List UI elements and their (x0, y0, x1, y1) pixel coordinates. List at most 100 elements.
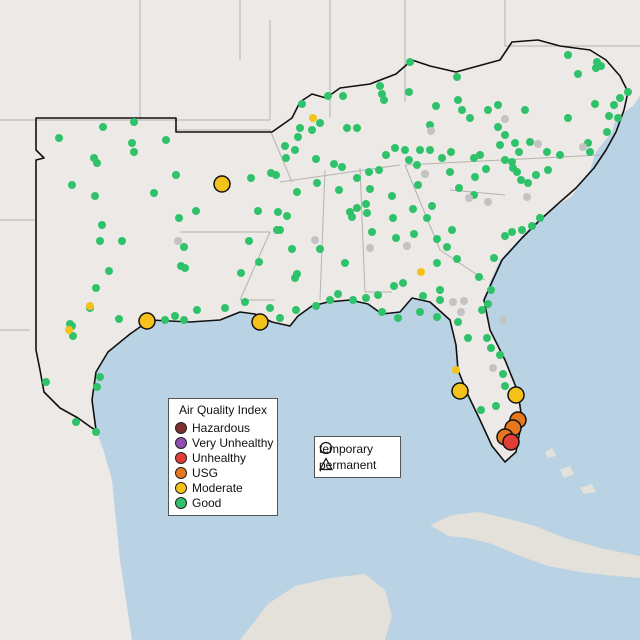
monitor-site-good (586, 148, 594, 156)
monitor-site-good (93, 159, 101, 167)
monitor-site-good (366, 185, 374, 193)
monitor-site-temporary-large (502, 433, 520, 451)
monitor-site-good (466, 114, 474, 122)
monitor-site-good (150, 189, 158, 197)
monitor-site-good (171, 312, 179, 320)
monitor-site-good (501, 382, 509, 390)
monitor-site-good (273, 226, 281, 234)
legend-item-permanent: permanent (319, 457, 376, 473)
monitor-site-good (471, 173, 479, 181)
monitor-site-good (272, 171, 280, 179)
monitor-site-good (115, 315, 123, 323)
monitor-site-good (391, 144, 399, 152)
monitor-site-good (499, 370, 507, 378)
monitor-site-good (93, 383, 101, 391)
monitor-site-moderate (65, 326, 73, 334)
monitor-site-temporary-large (451, 382, 469, 400)
monitor-site-good (536, 214, 544, 222)
monitor-site-good (180, 316, 188, 324)
monitor-site-moderate (86, 302, 94, 310)
monitor-site-good (292, 306, 300, 314)
legend-label-good: Good (192, 496, 222, 510)
monitor-site-good (348, 213, 356, 221)
monitor-site-good (241, 298, 249, 306)
monitor-site-good (254, 207, 262, 215)
monitor-site-good (293, 188, 301, 196)
monitor-site-good (338, 163, 346, 171)
monitor-site-good (511, 139, 519, 147)
monitor-site-good (556, 151, 564, 159)
monitor-site-good (518, 226, 526, 234)
monitor-site-good (378, 308, 386, 316)
monitor-site-good (130, 118, 138, 126)
monitor-site-good (494, 101, 502, 109)
monitor-site-good (291, 146, 299, 154)
monitor-site-good (593, 58, 601, 66)
legend-item-very-unhealthy: Very Unhealthy (175, 436, 273, 450)
legend-label-very-unhealthy: Very Unhealthy (192, 436, 274, 450)
legend-item-temporary: temporary (319, 441, 373, 457)
monitor-site-good (316, 119, 324, 127)
monitor-site-good (362, 200, 370, 208)
monitor-site-nodata (523, 193, 531, 201)
monitor-site-temporary-large (251, 313, 269, 331)
monitor-site-good (433, 259, 441, 267)
monitor-site-temporary-large (138, 312, 156, 330)
monitor-site-good (312, 155, 320, 163)
legend-label-usg: USG (192, 466, 219, 480)
circle-icon (319, 441, 333, 455)
monitor-site-good (501, 232, 509, 240)
monitor-site-good (453, 255, 461, 263)
monitor-site-good (98, 221, 106, 229)
monitor-site-good (92, 428, 100, 436)
monitor-site-moderate (309, 114, 317, 122)
monitor-site-good (92, 284, 100, 292)
legend-swatch-unhealthy (175, 452, 187, 464)
aqi-legend-title: Air Quality Index (178, 403, 268, 417)
monitor-site-good (464, 334, 472, 342)
monitor-site-good (388, 192, 396, 200)
monitor-site-nodata (489, 364, 497, 372)
monitor-site-good (483, 334, 491, 342)
monitor-site-good (616, 94, 624, 102)
legend-item-good: Good (175, 496, 221, 510)
monitor-site-good (448, 226, 456, 234)
monitor-sites-good (42, 51, 632, 436)
monitor-site-good (362, 294, 370, 302)
cuba (430, 512, 640, 578)
monitor-site-good (455, 184, 463, 192)
monitor-site-good (564, 51, 572, 59)
monitor-site-good (423, 214, 431, 222)
monitor-site-good (172, 171, 180, 179)
monitor-site-good (313, 179, 321, 187)
triangle-icon (319, 457, 333, 471)
monitor-site-good (416, 146, 424, 154)
monitor-site-good (392, 234, 400, 242)
monitor-site-good (316, 245, 324, 253)
monitor-site-good (564, 114, 572, 122)
monitor-site-good (436, 286, 444, 294)
monitor-site-good (426, 121, 434, 129)
monitor-site-good (401, 146, 409, 154)
monitor-sites-nodata (174, 115, 587, 372)
legend-label-moderate: Moderate (192, 481, 243, 495)
monitor-site-good (406, 58, 414, 66)
monitor-site-good (487, 286, 495, 294)
monitor-site-good (428, 202, 436, 210)
monitor-site-good (438, 154, 446, 162)
monitor-site-good (341, 259, 349, 267)
monitor-site-good (237, 269, 245, 277)
monitor-site-good (458, 106, 466, 114)
monitor-site-good (433, 313, 441, 321)
monitor-site-good (69, 332, 77, 340)
legend-swatch-moderate (175, 482, 187, 494)
monitor-site-good (330, 160, 338, 168)
monitor-site-good (276, 314, 284, 322)
monitor-site-good (501, 131, 509, 139)
monitor-site-good (353, 204, 361, 212)
monitor-site-good (175, 214, 183, 222)
monitor-site-good (335, 186, 343, 194)
monitor-site-good (296, 124, 304, 132)
